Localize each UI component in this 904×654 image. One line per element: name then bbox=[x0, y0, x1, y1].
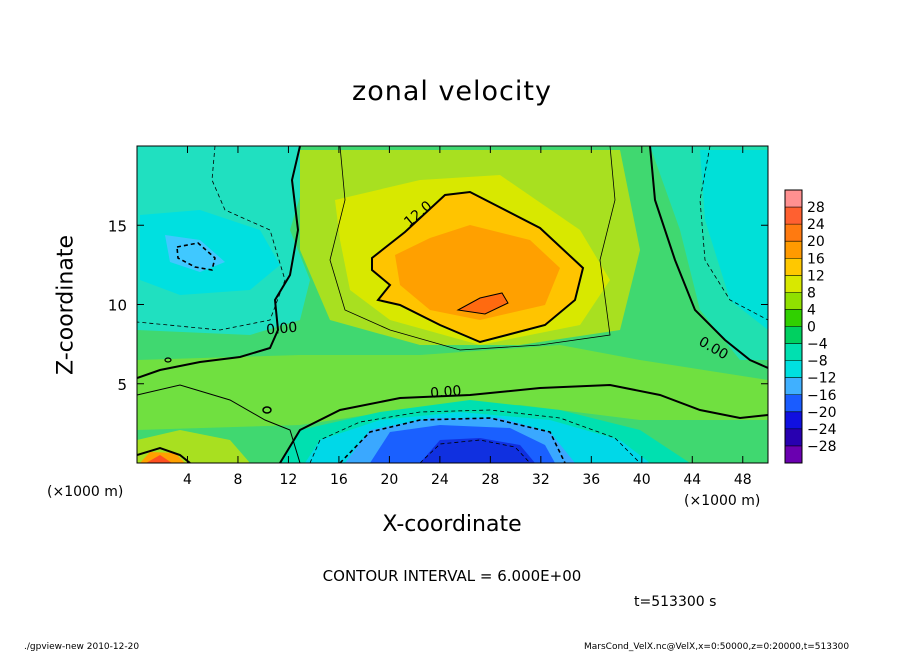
colorbar-label: 12 bbox=[807, 268, 825, 284]
colorbar-label: 8 bbox=[807, 285, 816, 301]
contour-zero-right bbox=[649, 146, 768, 369]
colorbar-swatch bbox=[785, 326, 802, 345]
field-region-lower-easterly-min bbox=[420, 438, 535, 463]
x-tick-label: 48 bbox=[734, 472, 752, 488]
colorbar-swatch bbox=[785, 377, 802, 396]
contour-zero-upper-left bbox=[137, 146, 301, 379]
contour-6 bbox=[329, 146, 616, 351]
x-tick-label: 20 bbox=[380, 472, 398, 488]
colorbar-label: 28 bbox=[807, 200, 825, 216]
colorbar-swatch bbox=[785, 309, 802, 327]
contour-layer bbox=[137, 146, 768, 463]
colorbar-label: 24 bbox=[807, 217, 825, 233]
y-tick-label: 15 bbox=[108, 217, 127, 235]
colorbar-label: −24 bbox=[807, 422, 837, 438]
x-axis-ticks: 4 8 12 16 20 24 28 32 36 40 44 48 bbox=[183, 146, 752, 488]
chart-title: zonal velocity bbox=[352, 76, 552, 107]
contour-label: 0.00 bbox=[266, 320, 298, 339]
contour-18 bbox=[456, 292, 509, 315]
colorbar-label: −8 bbox=[807, 354, 828, 370]
colorbar-swatch bbox=[785, 224, 802, 242]
field-layer bbox=[137, 146, 768, 463]
x-tick-label: 44 bbox=[683, 472, 701, 488]
contour-neg6-lower bbox=[309, 409, 641, 463]
y-tick-label: 5 bbox=[117, 376, 127, 394]
x-tick-label: 28 bbox=[481, 472, 499, 488]
colorbar-label: 0 bbox=[807, 320, 816, 336]
x-tick-label: 8 bbox=[233, 472, 242, 488]
colorbar-label: −12 bbox=[807, 371, 837, 387]
contour-small-loop bbox=[262, 406, 272, 414]
colorbar-label: −16 bbox=[807, 388, 837, 404]
x-tick-label: 24 bbox=[431, 472, 449, 488]
footer-left: ./gpview-new 2010-12-20 bbox=[24, 642, 140, 652]
colorbar-label: −4 bbox=[807, 337, 828, 353]
contour-interval-label: CONTOUR INTERVAL = 6.000E+00 bbox=[322, 567, 582, 585]
colorbar-swatch bbox=[785, 207, 802, 225]
colorbar-swatch bbox=[785, 445, 802, 464]
y-tick-label: 10 bbox=[108, 297, 127, 315]
field-region-upper-right-core bbox=[700, 150, 768, 330]
colorbar-label: 4 bbox=[807, 302, 816, 318]
x-tick-label: 36 bbox=[582, 472, 600, 488]
contour-neg12-upper-left bbox=[176, 242, 216, 271]
contour-pos-lower-left bbox=[137, 446, 191, 463]
field-region-jet-16 bbox=[395, 225, 560, 320]
x-tick-label: 40 bbox=[633, 472, 651, 488]
contour-zero-middle bbox=[279, 383, 768, 463]
colorbar-swatch bbox=[785, 428, 802, 447]
x-tick-label: 16 bbox=[330, 472, 348, 488]
x-tick-label: 12 bbox=[280, 472, 298, 488]
colorbar-swatch bbox=[785, 190, 802, 208]
x-axis-unit-left: (×1000 m) bbox=[47, 484, 124, 500]
contour-neg6-upper-left bbox=[137, 146, 286, 331]
contour-small-loop-2 bbox=[164, 357, 172, 363]
y-axis-ticks: 5 10 15 bbox=[108, 217, 768, 394]
colorbar-swatch bbox=[785, 360, 802, 379]
field-region-lower-left-max bbox=[146, 455, 172, 463]
x-axis-unit-right: (×1000 m) bbox=[684, 493, 761, 509]
x-tick-label: 32 bbox=[532, 472, 550, 488]
colorbar-swatch bbox=[785, 394, 802, 413]
contour-12 bbox=[371, 190, 585, 344]
x-axis-label: X-coordinate bbox=[382, 512, 522, 537]
contour-neg12-lower bbox=[339, 417, 566, 463]
y-axis-label: Z-coordinate bbox=[53, 235, 79, 375]
colorbar-swatch bbox=[785, 258, 802, 276]
colorbar-swatch bbox=[785, 275, 802, 293]
colorbar-label: −20 bbox=[807, 405, 837, 421]
contour-neg6-right bbox=[699, 146, 768, 321]
colorbar-label: −28 bbox=[807, 439, 837, 455]
x-tick-label: 4 bbox=[183, 472, 192, 488]
colorbar-label: 16 bbox=[807, 251, 825, 267]
colorbar-swatch bbox=[785, 292, 802, 310]
time-label: t=513300 s bbox=[634, 594, 717, 610]
field-region-upper-left-min bbox=[165, 235, 225, 272]
footer-right: MarsCond_VelX.nc@VelX,x=0:50000,z=0:2000… bbox=[584, 642, 850, 652]
colorbar-swatch bbox=[785, 411, 802, 430]
contour-zero-lower bbox=[137, 384, 301, 463]
colorbar-swatch bbox=[785, 241, 802, 259]
contour-label: 0.00 bbox=[430, 383, 462, 402]
colorbar-label: 20 bbox=[807, 234, 825, 250]
field-region-middle-band bbox=[137, 345, 768, 430]
colorbar-swatch bbox=[785, 343, 802, 362]
